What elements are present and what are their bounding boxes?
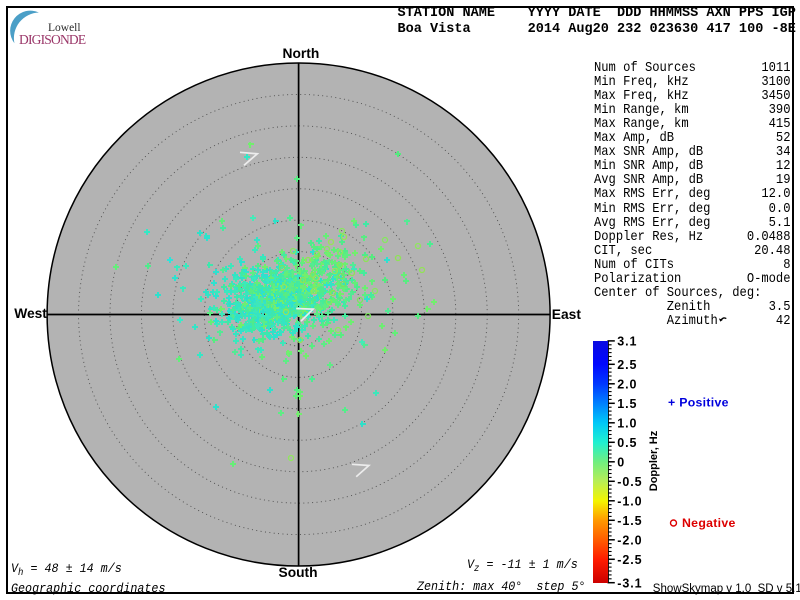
svg-text:-2.5: -2.5: [617, 553, 642, 567]
svg-text:-2.0: -2.0: [617, 534, 642, 548]
svg-text:0: 0: [617, 456, 625, 470]
svg-text:-0.5: -0.5: [617, 475, 642, 489]
svg-text:+ Positive: + Positive: [668, 396, 729, 410]
svg-text:2.5: 2.5: [617, 358, 637, 372]
svg-text:-3.1: -3.1: [617, 577, 642, 591]
svg-text:-1.5: -1.5: [617, 514, 642, 528]
svg-text:1.5: 1.5: [617, 397, 637, 411]
svg-text:Negative: Negative: [682, 516, 736, 530]
svg-text:0.5: 0.5: [617, 436, 637, 450]
svg-text:-1.0: -1.0: [617, 495, 642, 509]
svg-text:1.0: 1.0: [617, 417, 637, 431]
svg-text:3.1: 3.1: [617, 335, 637, 349]
svg-text:2.0: 2.0: [617, 378, 637, 392]
svg-text:Doppler, Hz: Doppler, Hz: [648, 430, 660, 491]
